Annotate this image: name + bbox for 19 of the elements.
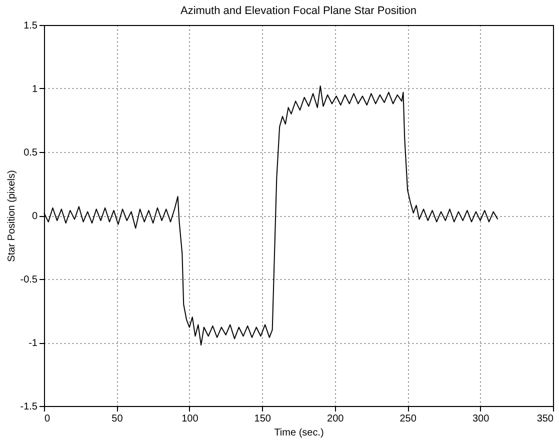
- x-tick-label: 150: [254, 414, 272, 424]
- y-tick-label: -0.5: [20, 274, 38, 286]
- x-tick-label: 250: [400, 414, 417, 424]
- y-tick-label: -1.5: [20, 402, 38, 412]
- y-tick-label: -1: [28, 338, 38, 349]
- y-tick-label: 0: [32, 211, 38, 222]
- chart-title: Azimuth and Elevation Focal Plane Star Position: [180, 5, 417, 17]
- x-tick-label: 200: [327, 414, 344, 424]
- x-axis-title: Time (sec.): [274, 428, 324, 438]
- line-series: [44, 85, 498, 346]
- x-tick-label: 300: [472, 414, 490, 424]
- y-tick-label: 1.5: [24, 20, 38, 32]
- y-tick-label: 1: [32, 84, 38, 95]
- x-tick-label: 100: [182, 414, 199, 424]
- x-tick-label: 0: [44, 414, 50, 424]
- x-tick-label: 50: [112, 414, 124, 424]
- x-tick-label: 350: [536, 414, 554, 424]
- y-tick-label: 0.5: [24, 148, 38, 158]
- y-axis-title: Star Position (pixels): [6, 170, 18, 262]
